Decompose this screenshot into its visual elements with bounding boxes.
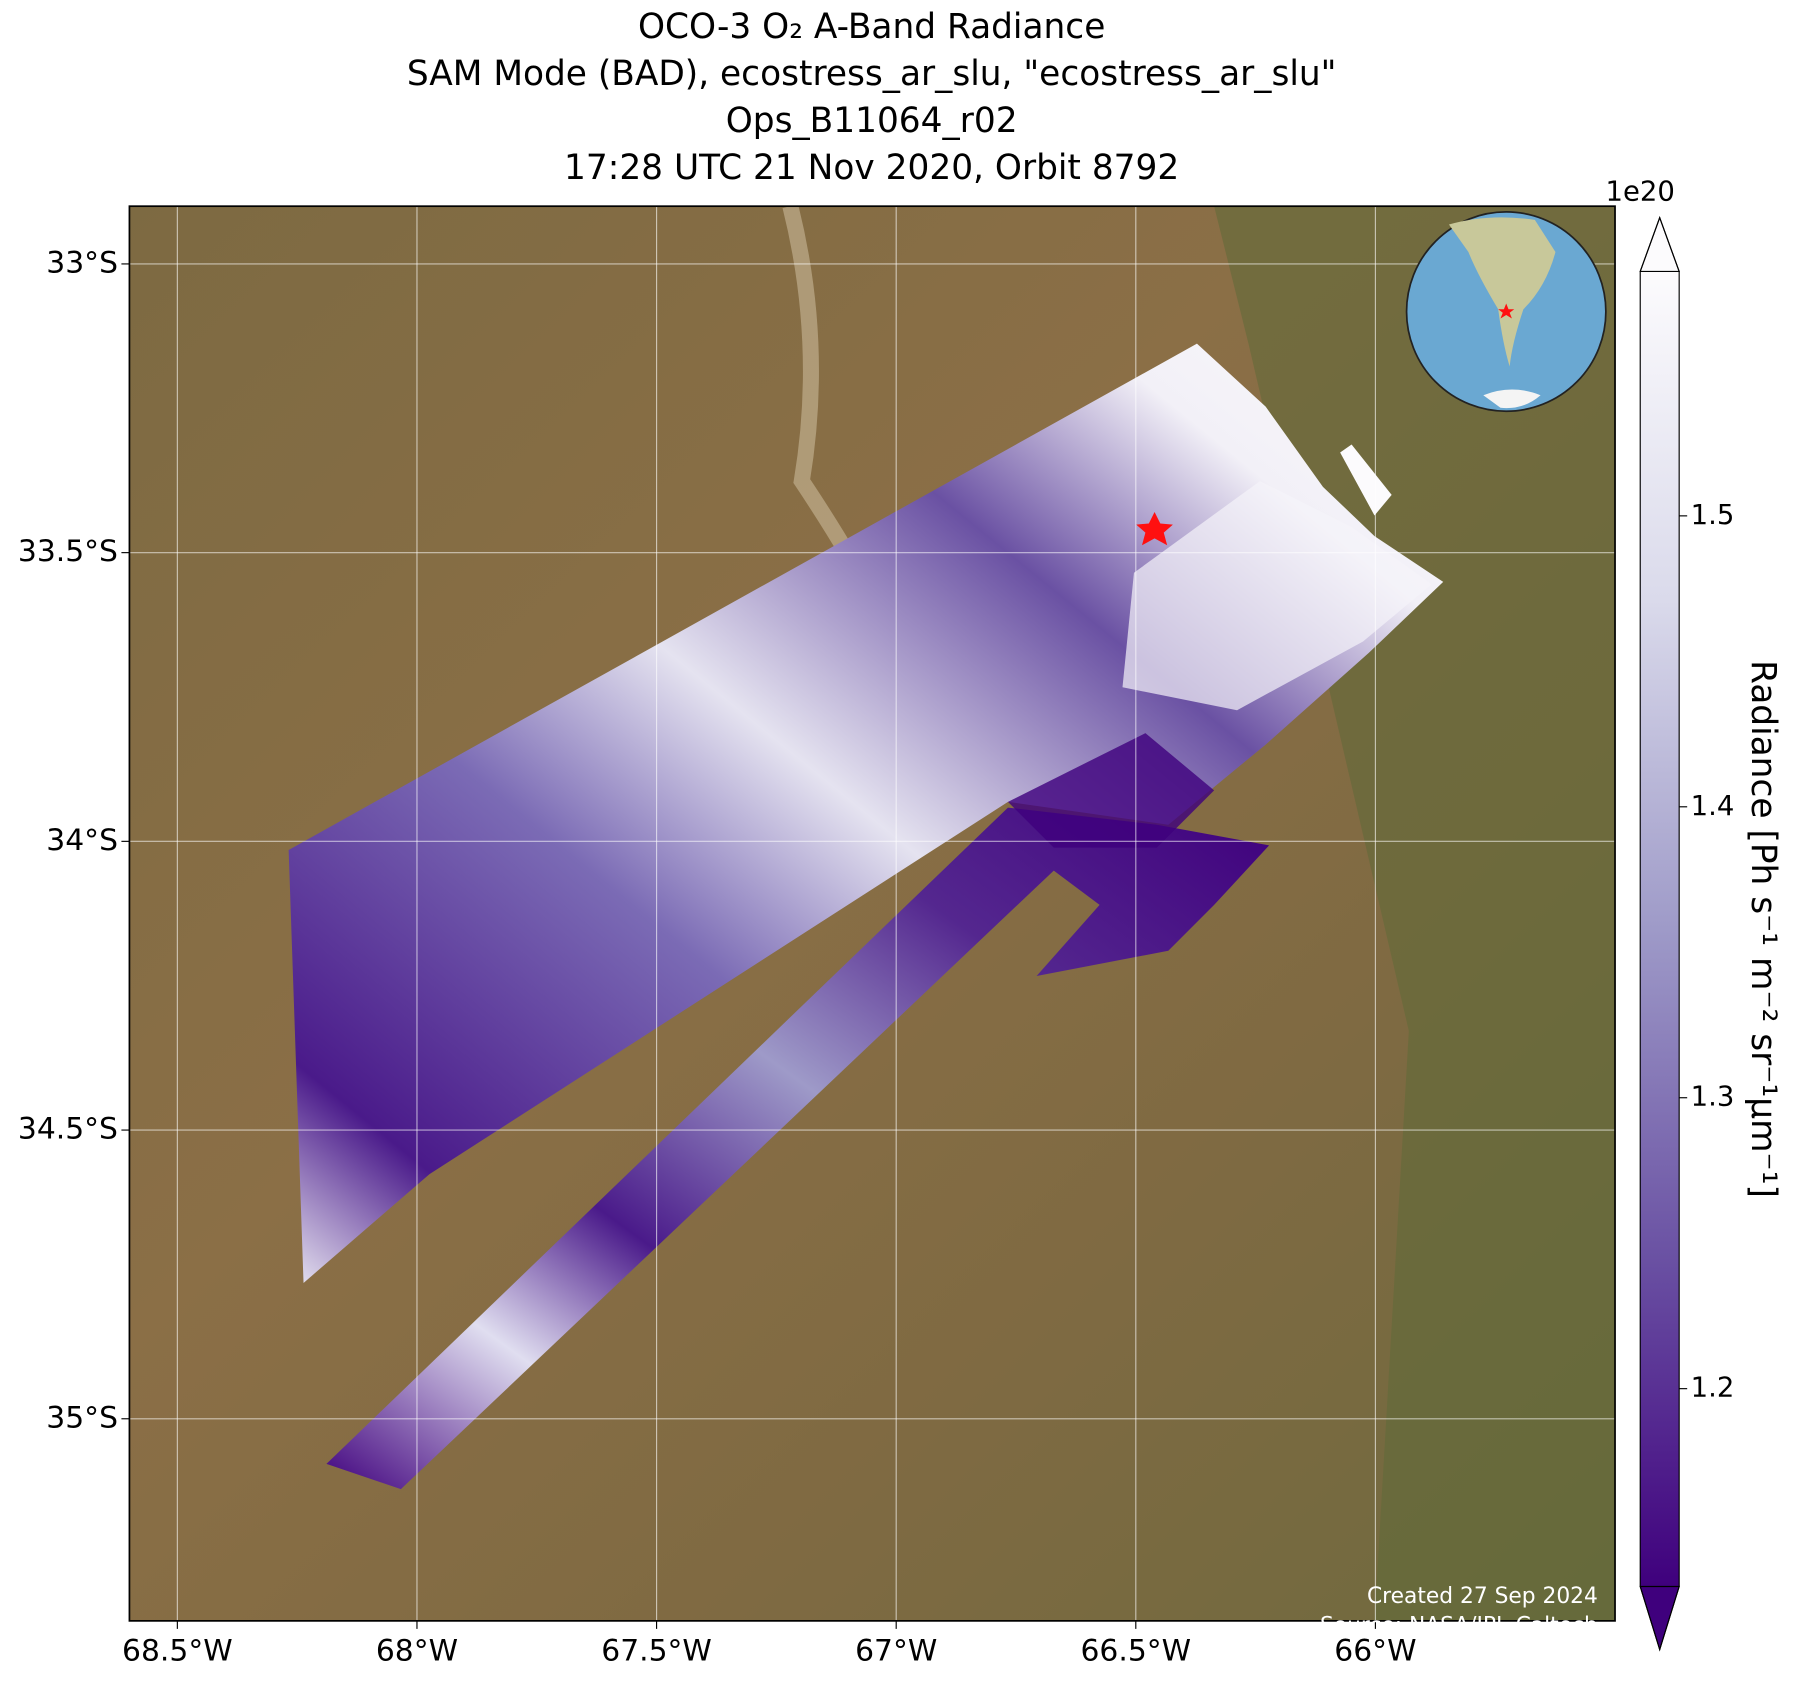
colorbar-extend xyxy=(1639,215,1680,273)
swath xyxy=(1122,481,1432,711)
colorbar-label: Radiance [Ph s⁻¹ m⁻² sr⁻¹μm⁻¹] xyxy=(1743,660,1783,1198)
swath xyxy=(326,807,1270,1490)
colorbar-tick-label: 1.2 xyxy=(1691,1372,1735,1404)
colorbar-body xyxy=(1640,271,1680,1587)
colorbar-tick-label: 1.3 xyxy=(1691,1081,1735,1113)
chart-title: SAM Mode (BAD), ecostress_ar_slu, "ecost… xyxy=(407,54,1337,94)
swath xyxy=(1007,733,1215,848)
x-tick-label: 68°W xyxy=(376,1633,458,1668)
site-marker xyxy=(1136,512,1173,546)
chart-title: Ops_B11064_r02 xyxy=(726,101,1018,141)
colorbar-outline xyxy=(1639,215,1680,1652)
x-tick-label: 68.5°W xyxy=(122,1633,233,1668)
inset-globe xyxy=(1405,211,1607,413)
chart-title: 17:28 UTC 21 Nov 2020, Orbit 8792 xyxy=(564,148,1179,188)
map-area xyxy=(129,206,1616,1621)
y-tick-label: 34°S xyxy=(46,823,118,858)
axes-frame xyxy=(128,205,1616,1622)
colorbar: 1.2 1.3 1.4 1.5 1e20 Radiance [Ph s⁻¹ m⁻² sr⁻… xyxy=(1606,175,1783,1652)
y-tick-label: 34.5°S xyxy=(18,1112,118,1147)
colorbar-tick-label: 1.5 xyxy=(1691,499,1735,531)
y-tick-label: 33°S xyxy=(46,245,118,280)
x-tick-label: 67°W xyxy=(855,1633,937,1668)
swath xyxy=(1340,444,1392,516)
y-tick-label: 35°S xyxy=(46,1400,118,1435)
colorbar-tick-label: 1.4 xyxy=(1691,790,1735,822)
footnote: Created 27 Sep 2024 xyxy=(1367,1584,1598,1609)
x-tick-label: 67.5°W xyxy=(601,1633,712,1668)
colorbar-exponent: 1e20 xyxy=(1606,175,1675,207)
y-tick-label: 33.5°S xyxy=(18,534,118,569)
x-tick-label: 66.5°W xyxy=(1081,1633,1192,1668)
chart-title: OCO-3 O₂ A-Band Radiance xyxy=(638,7,1105,47)
x-tick-label: 66°W xyxy=(1334,1633,1416,1668)
colorbar-extend xyxy=(1639,1585,1680,1652)
footnote: Source: NASA/JPL-Caltech xyxy=(1320,1614,1598,1639)
